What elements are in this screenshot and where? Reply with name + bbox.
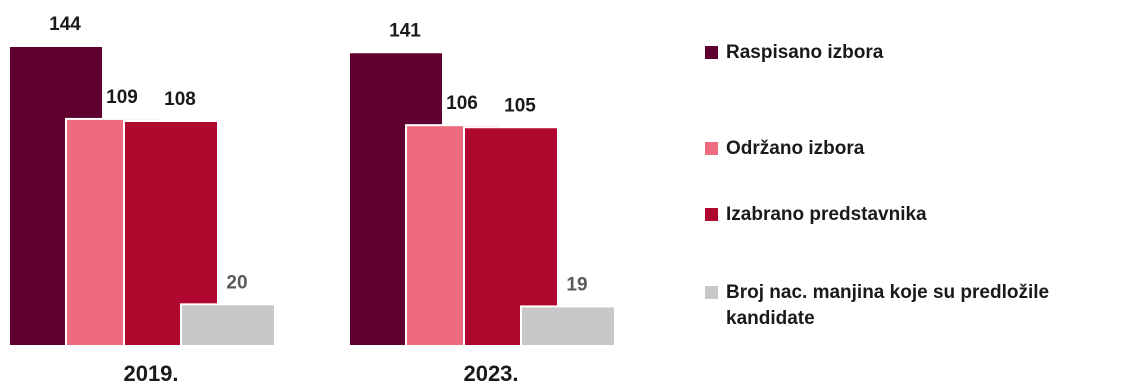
category-label: 2023. bbox=[463, 361, 518, 386]
legend-item: Održano izbora bbox=[705, 136, 1116, 162]
legend-label: Održano izbora bbox=[726, 138, 865, 159]
value-label-2019-series-1: 144 bbox=[49, 14, 81, 35]
legend-item: Broj nac. manjina koje su predložile kan… bbox=[705, 280, 1116, 332]
value-label-2023-series-4: 19 bbox=[566, 274, 587, 295]
value-label-2019-series-4: 20 bbox=[226, 272, 247, 293]
legend-item: Izabrano predstavnika bbox=[705, 202, 1116, 228]
legend-label: Izabrano predstavnika bbox=[726, 204, 927, 225]
legend-swatch bbox=[705, 286, 718, 299]
value-label-2023-series-2: 106 bbox=[446, 93, 478, 114]
bar-chart: 144 109 108 20 2019. 141 106 105 19 2023. bbox=[8, 14, 616, 386]
legend-label: Broj nac. manjina koje su predložile kan… bbox=[726, 282, 1050, 329]
bar-2019-series-4 bbox=[180, 303, 276, 348]
value-label-2023-series-3: 105 bbox=[504, 95, 536, 116]
legend-swatch bbox=[705, 208, 718, 221]
legend-swatch bbox=[705, 142, 718, 155]
value-label-2019-series-2: 109 bbox=[106, 87, 138, 108]
value-label-2019-series-3: 108 bbox=[164, 89, 196, 110]
legend-label: Raspisano izbora bbox=[726, 42, 884, 63]
value-label-2023-series-1: 141 bbox=[389, 20, 421, 41]
legend-swatch bbox=[705, 46, 718, 59]
bar-2023-series-4 bbox=[520, 305, 616, 347]
legend-item: Raspisano izbora bbox=[705, 40, 1116, 66]
category-label: 2019. bbox=[123, 361, 178, 386]
